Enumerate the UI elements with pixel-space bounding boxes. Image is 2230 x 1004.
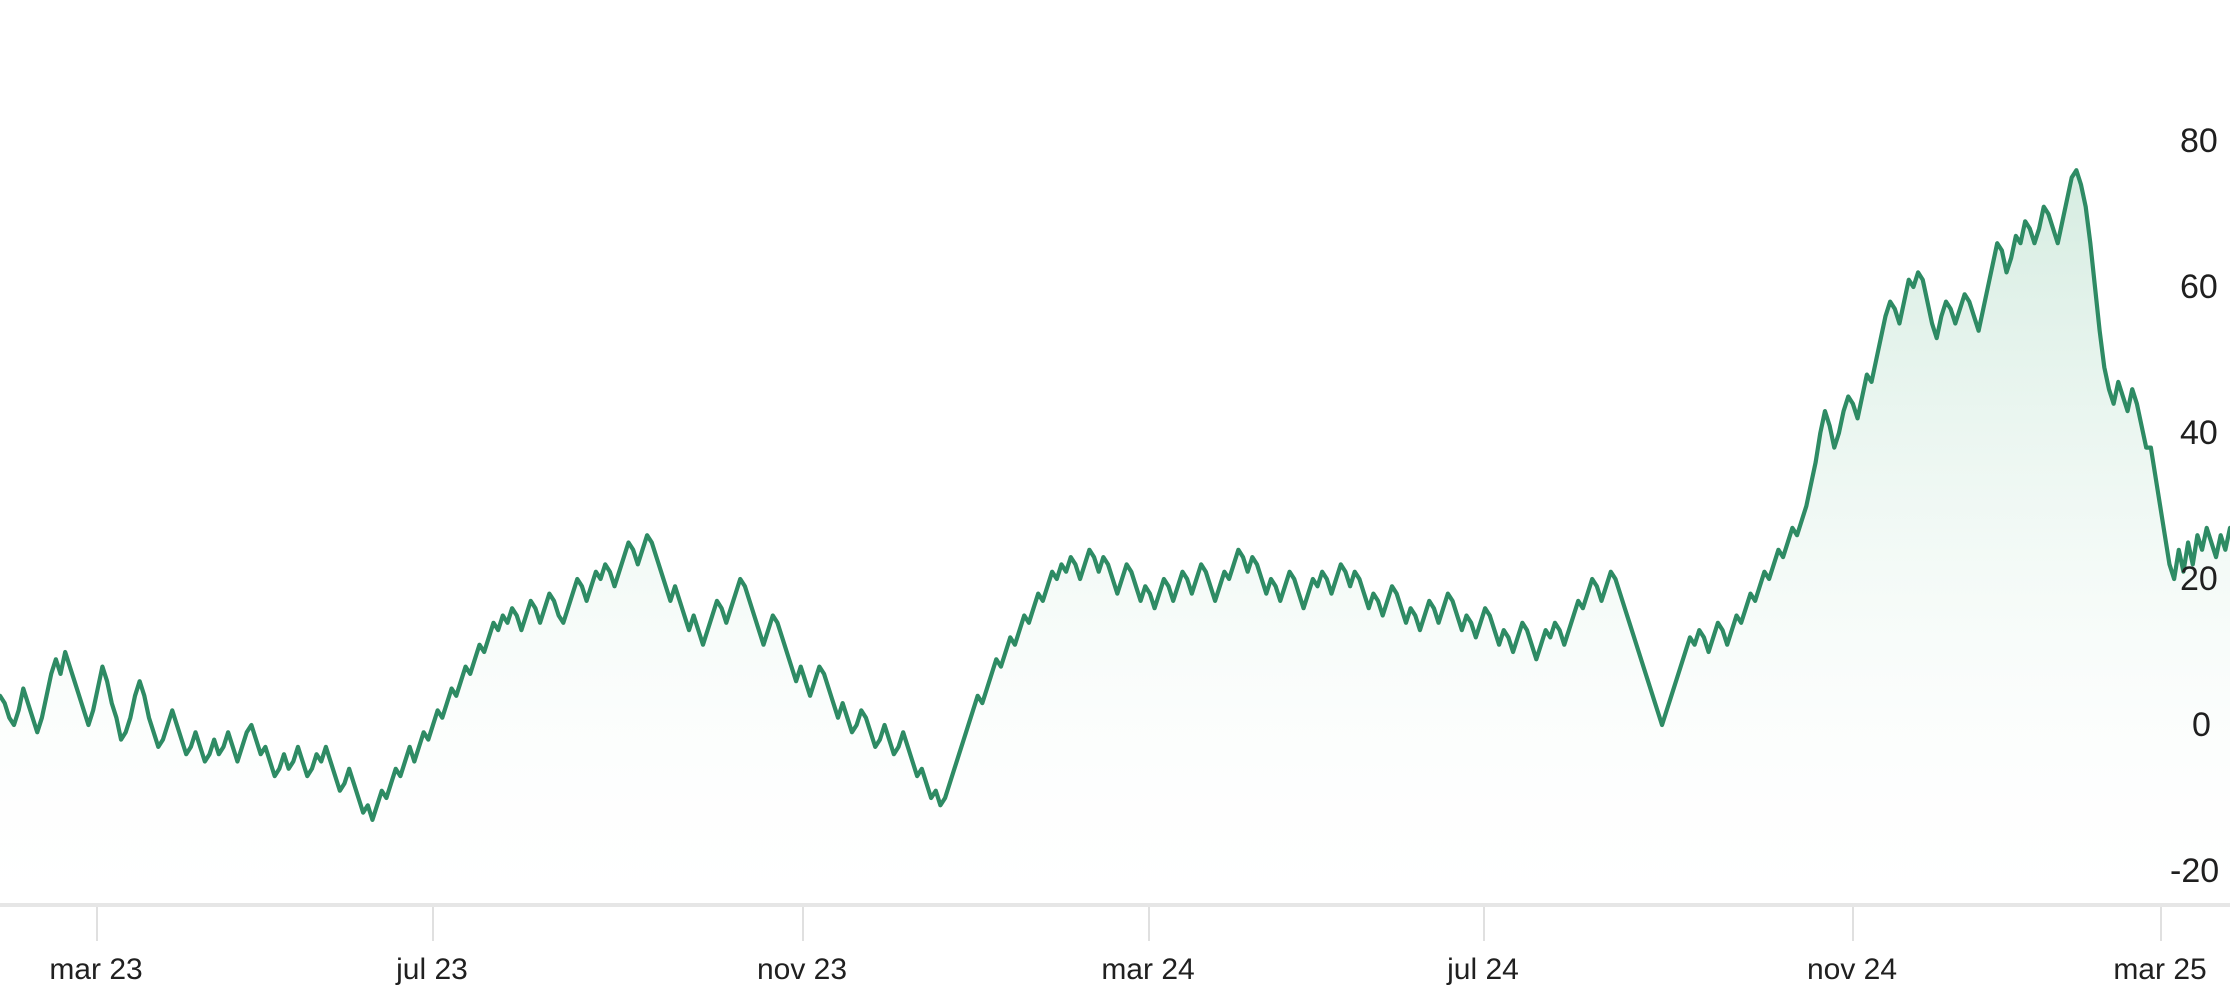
x-tick-label-nov-23: nov 23: [756, 953, 848, 986]
x-tick-mark-jul-23: [432, 907, 434, 941]
x-tick-mark-nov-23: [802, 907, 804, 941]
y-tick-label-80: 80: [2180, 122, 2218, 160]
y-tick-label-20: 20: [2180, 560, 2218, 598]
x-tick-label-jul-24: jul 24: [1447, 953, 1519, 986]
y-tick-label-neg20: -20: [2170, 852, 2220, 890]
chart-area-fill: [0, 170, 2230, 923]
x-tick-mark-mar-25: [2160, 907, 2162, 941]
x-tick-label-nov-24: nov 24: [1806, 953, 1898, 986]
x-tick-label-jul-23: jul 23: [396, 953, 468, 986]
y-tick-label-0: 0: [2192, 706, 2211, 744]
y-tick-label-60: 60: [2180, 268, 2218, 306]
x-tick-label-mar-23: mar 23: [49, 953, 143, 986]
x-tick-mark-mar-24: [1148, 907, 1150, 941]
y-tick-label-40: 40: [2180, 414, 2218, 452]
x-tick-label-mar-25: mar 25: [2113, 953, 2207, 986]
x-axis-line: [0, 903, 2230, 907]
x-tick-mark-jul-24: [1483, 907, 1485, 941]
x-tick-label-mar-24: mar 24: [1101, 953, 1195, 986]
x-tick-mark-mar-23: [96, 907, 98, 941]
x-tick-mark-nov-24: [1852, 907, 1854, 941]
chart-line-series: [0, 168, 2230, 822]
